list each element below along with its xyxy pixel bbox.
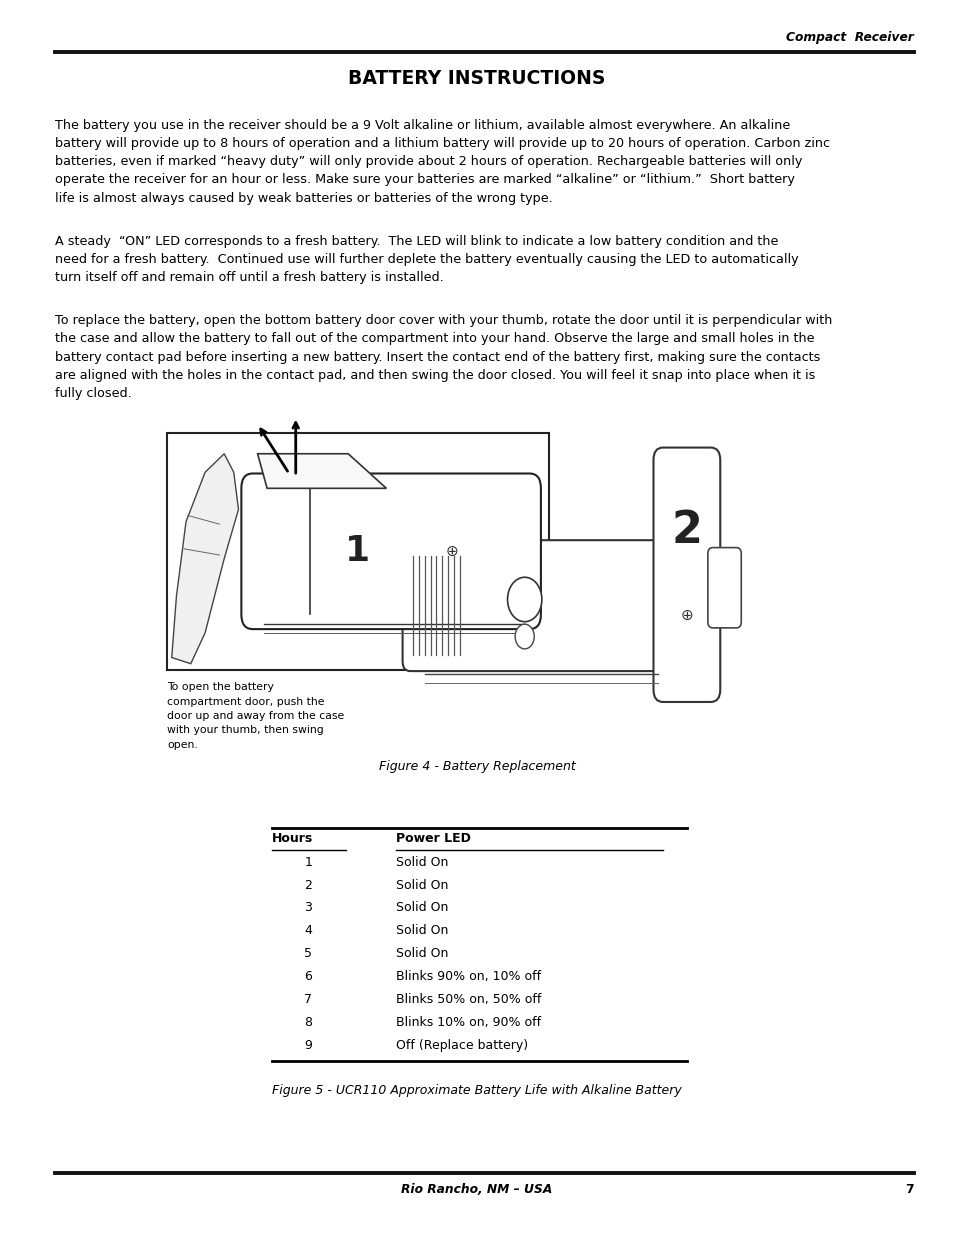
Text: Solid On: Solid On (395, 856, 448, 868)
Text: Hours: Hours (272, 831, 313, 845)
Text: Solid On: Solid On (395, 924, 448, 937)
Text: 1: 1 (345, 535, 370, 568)
Text: 2: 2 (671, 509, 701, 552)
Text: To open the battery
compartment door, push the
door up and away from the case
wi: To open the battery compartment door, pu… (167, 682, 344, 750)
Text: A steady  “ON” LED corresponds to a fresh battery.  The LED will blink to indica: A steady “ON” LED corresponds to a fresh… (55, 235, 778, 248)
Text: 5: 5 (304, 947, 312, 960)
Text: operate the receiver for an hour or less. Make sure your batteries are marked “a: operate the receiver for an hour or less… (55, 173, 795, 186)
Text: fully closed.: fully closed. (55, 388, 132, 400)
Text: 7: 7 (904, 1183, 913, 1197)
Text: ⊕: ⊕ (679, 608, 693, 622)
Text: ⊕: ⊕ (445, 543, 457, 558)
Text: turn itself off and remain off until a fresh battery is installed.: turn itself off and remain off until a f… (55, 272, 443, 284)
Text: battery contact pad before inserting a new battery. Insert the contact end of th: battery contact pad before inserting a n… (55, 351, 820, 364)
Text: Figure 5 - UCR110 Approximate Battery Life with Alkaline Battery: Figure 5 - UCR110 Approximate Battery Li… (272, 1083, 681, 1097)
Text: 7: 7 (304, 993, 312, 1005)
Bar (167, 432, 548, 669)
Circle shape (507, 577, 541, 621)
Text: Blinks 90% on, 10% off: Blinks 90% on, 10% off (395, 969, 540, 983)
Text: battery will provide up to 8 hours of operation and a lithium battery will provi: battery will provide up to 8 hours of op… (55, 137, 829, 149)
Polygon shape (172, 453, 238, 663)
Text: the case and allow the battery to fall out of the compartment into your hand. Ob: the case and allow the battery to fall o… (55, 332, 814, 346)
FancyBboxPatch shape (402, 540, 675, 671)
Text: 6: 6 (304, 969, 312, 983)
Text: To replace the battery, open the bottom battery door cover with your thumb, rota: To replace the battery, open the bottom … (55, 314, 832, 327)
Text: need for a fresh battery.  Continued use will further deplete the battery eventu: need for a fresh battery. Continued use … (55, 253, 798, 266)
Text: 9: 9 (304, 1039, 312, 1051)
Text: Blinks 10% on, 90% off: Blinks 10% on, 90% off (395, 1015, 540, 1029)
Text: Rio Rancho, NM – USA: Rio Rancho, NM – USA (401, 1183, 552, 1197)
Text: Solid On: Solid On (395, 878, 448, 892)
Text: Compact  Receiver: Compact Receiver (785, 31, 913, 43)
Text: batteries, even if marked “heavy duty” will only provide about 2 hours of operat: batteries, even if marked “heavy duty” w… (55, 156, 801, 168)
Text: BATTERY INSTRUCTIONS: BATTERY INSTRUCTIONS (348, 69, 605, 88)
Text: Solid On: Solid On (395, 947, 448, 960)
Circle shape (515, 624, 534, 648)
Text: 2: 2 (304, 878, 312, 892)
Text: Power LED: Power LED (395, 831, 470, 845)
Text: life is almost always caused by weak batteries or batteries of the wrong type.: life is almost always caused by weak bat… (55, 191, 553, 205)
Text: Figure 4 - Battery Replacement: Figure 4 - Battery Replacement (378, 760, 575, 773)
Text: Off (Replace battery): Off (Replace battery) (395, 1039, 527, 1051)
Text: 4: 4 (304, 924, 312, 937)
Polygon shape (257, 453, 386, 488)
Text: 1: 1 (304, 856, 312, 868)
Text: 3: 3 (304, 902, 312, 914)
Text: The battery you use in the receiver should be a 9 Volt alkaline or lithium, avai: The battery you use in the receiver shou… (55, 119, 790, 132)
FancyBboxPatch shape (653, 447, 720, 701)
FancyBboxPatch shape (241, 473, 540, 629)
Text: Solid On: Solid On (395, 902, 448, 914)
Text: 8: 8 (304, 1015, 312, 1029)
FancyBboxPatch shape (707, 547, 740, 627)
Text: Blinks 50% on, 50% off: Blinks 50% on, 50% off (395, 993, 540, 1005)
Text: are aligned with the holes in the contact pad, and then swing the door closed. Y: are aligned with the holes in the contac… (55, 369, 815, 382)
